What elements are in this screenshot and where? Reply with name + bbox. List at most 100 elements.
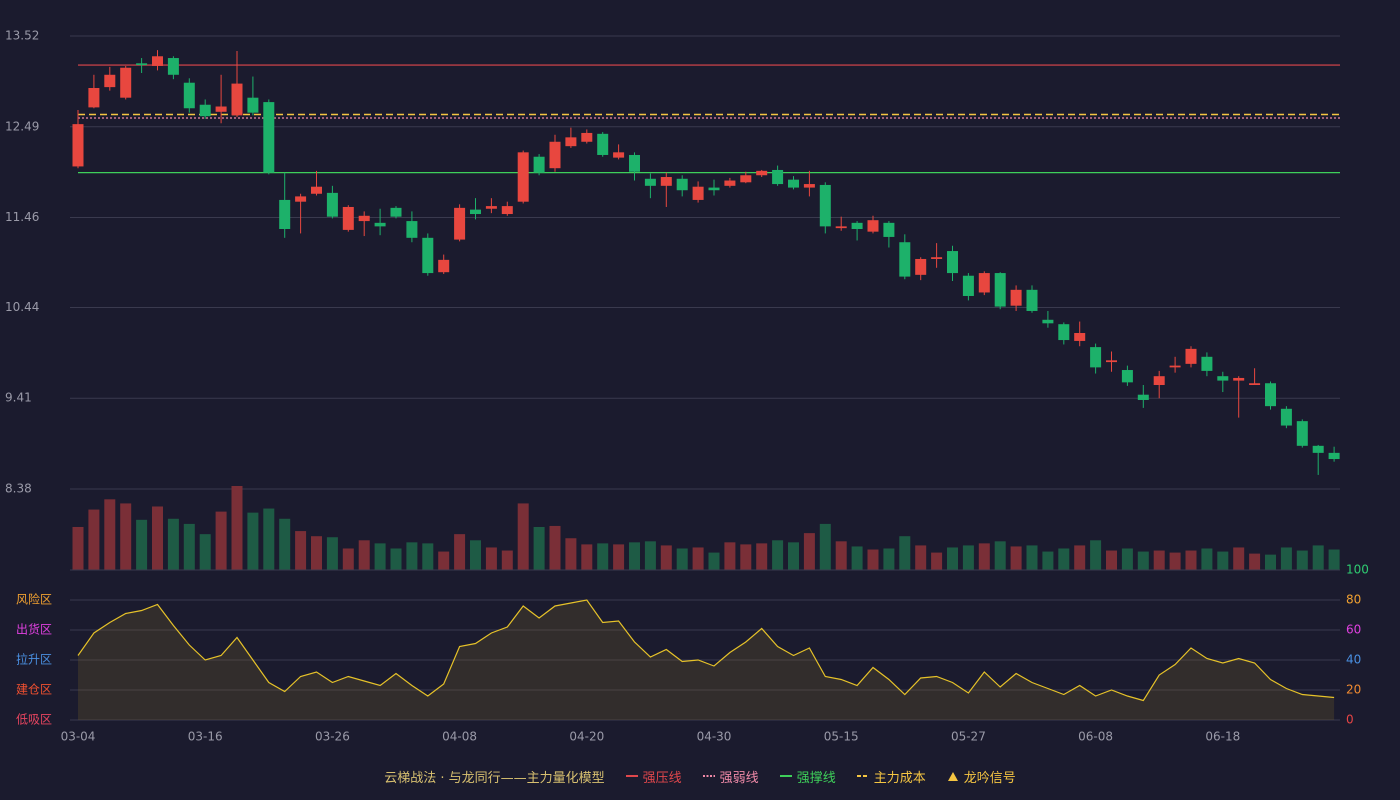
volume-bar bbox=[851, 546, 863, 570]
volume-bar bbox=[501, 550, 513, 570]
volume-bar bbox=[1328, 549, 1340, 570]
volume-bar bbox=[915, 545, 927, 570]
zone-label: 建仓区 bbox=[16, 683, 52, 697]
candle-body bbox=[819, 184, 831, 227]
y-tick-label: 20 bbox=[1346, 683, 1361, 697]
zone-label: 风险区 bbox=[16, 592, 52, 607]
legend-swatch bbox=[702, 775, 715, 777]
volume-bar bbox=[756, 543, 768, 570]
candle-body bbox=[231, 83, 243, 116]
y-tick-label: 12.49 bbox=[5, 119, 39, 133]
volume-bar bbox=[1233, 547, 1245, 570]
candle-body bbox=[1201, 356, 1213, 371]
volume-bar bbox=[247, 512, 259, 570]
legend-swatch bbox=[947, 772, 958, 781]
y-tick-label: 60 bbox=[1346, 623, 1361, 637]
candle-body bbox=[756, 170, 768, 176]
volume-bar bbox=[358, 540, 370, 570]
candle-body bbox=[1312, 445, 1324, 453]
candle-body bbox=[1185, 348, 1197, 364]
candle-body bbox=[1026, 289, 1038, 311]
volume-bar bbox=[390, 548, 402, 570]
candle-body bbox=[358, 215, 370, 222]
volume-bar bbox=[692, 547, 704, 570]
candle-body bbox=[613, 152, 625, 158]
candle-body bbox=[915, 258, 927, 275]
legend-label: 主力成本 bbox=[873, 770, 926, 786]
volume-bar bbox=[1265, 554, 1276, 570]
candle-body bbox=[311, 186, 322, 194]
volume-bar bbox=[1074, 545, 1086, 570]
volume-bar bbox=[263, 508, 275, 570]
x-tick-label: 04-08 bbox=[442, 730, 477, 744]
candle-body bbox=[1328, 452, 1340, 460]
volume-bar bbox=[644, 541, 656, 570]
candle-body bbox=[597, 133, 609, 155]
volume-bar bbox=[1121, 548, 1133, 570]
x-tick-label: 05-15 bbox=[824, 730, 859, 744]
candle-body bbox=[406, 221, 418, 238]
candle-body bbox=[279, 199, 291, 230]
candle-body bbox=[772, 169, 784, 185]
volume-bar bbox=[311, 536, 322, 570]
volume-bar bbox=[1058, 548, 1070, 570]
candle-body bbox=[152, 56, 163, 66]
volume-bar bbox=[1185, 550, 1197, 570]
volume-bar bbox=[1201, 548, 1213, 570]
candle-body bbox=[1153, 376, 1165, 386]
volume-bar bbox=[549, 525, 561, 570]
legend-item: 主力成本 bbox=[856, 767, 926, 786]
volume-bar bbox=[1312, 545, 1324, 570]
volume-bar bbox=[676, 548, 688, 570]
volume-bar bbox=[931, 552, 943, 570]
legend-label: 龙吟信号 bbox=[963, 770, 1016, 786]
legend-item: 强撑线 bbox=[779, 767, 836, 786]
volume-bar bbox=[867, 549, 879, 570]
legend-item: 强弱线 bbox=[702, 767, 759, 786]
volume-bar bbox=[1169, 552, 1181, 570]
volume-bar bbox=[883, 548, 895, 570]
volume-bar bbox=[374, 543, 386, 570]
legend-triangle bbox=[947, 772, 958, 781]
candle-body bbox=[533, 156, 545, 173]
x-tick-label: 04-30 bbox=[697, 730, 732, 744]
volume-bar bbox=[342, 548, 354, 570]
candle-body bbox=[1074, 333, 1086, 341]
candle-body bbox=[183, 82, 195, 109]
legend-swatch bbox=[779, 775, 792, 777]
candle-body bbox=[899, 242, 911, 277]
candle-body bbox=[263, 102, 275, 173]
legend: 云梯战法 · 与龙同行——主力量化模型 强压线 强弱线 强撑线 主力成本 龙吟信号 bbox=[0, 764, 1400, 788]
candle-body bbox=[565, 137, 577, 147]
volume-bar bbox=[899, 536, 911, 570]
candle-body bbox=[1106, 360, 1117, 363]
candle-body bbox=[1169, 365, 1181, 368]
candle-body bbox=[1265, 383, 1276, 407]
volume-bar bbox=[740, 544, 752, 570]
volume-bar bbox=[629, 542, 640, 570]
volume-bar bbox=[1217, 551, 1229, 570]
candle-body bbox=[167, 58, 179, 75]
volume-bar bbox=[660, 545, 672, 570]
candle-body bbox=[549, 141, 561, 169]
candle-body bbox=[692, 186, 704, 200]
y-tick-label: 9.41 bbox=[5, 391, 32, 405]
candle-body bbox=[931, 257, 943, 259]
candle-body bbox=[422, 237, 434, 274]
volume-bar bbox=[533, 526, 545, 570]
volume-bar bbox=[120, 503, 132, 570]
legend-item: 强压线 bbox=[625, 767, 682, 786]
volume-bar bbox=[947, 547, 958, 570]
candle-body bbox=[803, 184, 815, 188]
x-tick-label: 05-27 bbox=[951, 730, 986, 744]
volume-bar bbox=[422, 543, 434, 570]
x-tick-label: 03-26 bbox=[315, 730, 350, 744]
candle-body bbox=[517, 152, 529, 202]
candle-body bbox=[1121, 370, 1133, 383]
candle-body bbox=[1217, 376, 1229, 381]
candle-body bbox=[374, 222, 386, 227]
volume-bar bbox=[1296, 550, 1308, 570]
volume-bar bbox=[1153, 550, 1165, 570]
candle-body bbox=[644, 178, 656, 186]
